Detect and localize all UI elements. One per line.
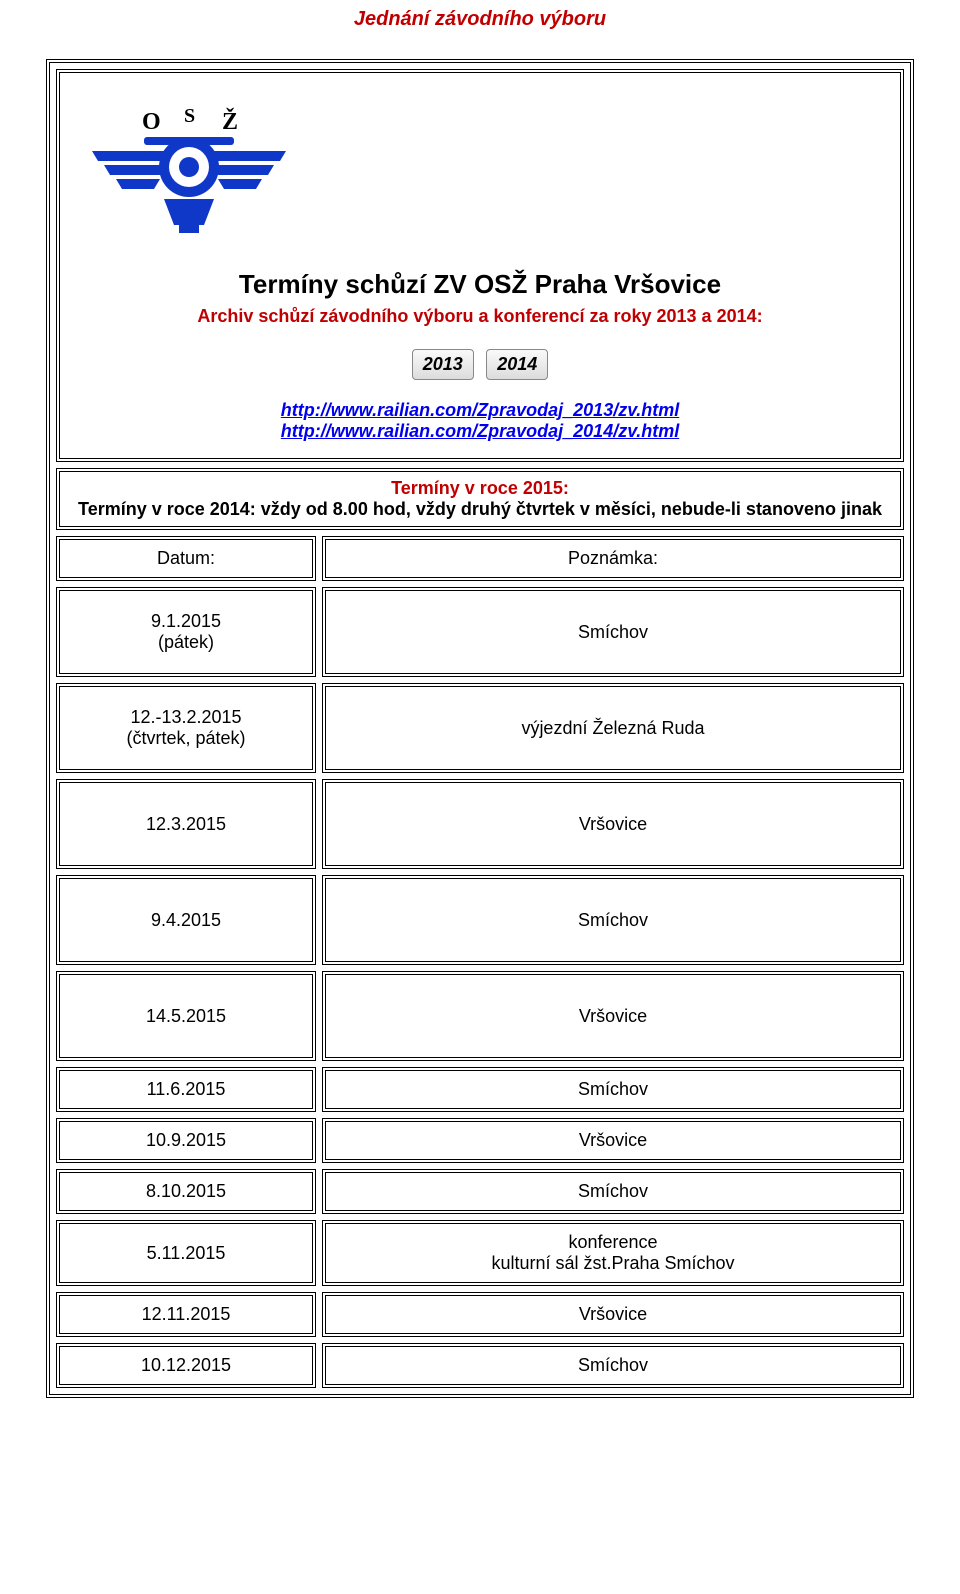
date-cell: 9.1.2015(pátek) (56, 587, 316, 677)
date-value: 10.12.2015 (141, 1355, 231, 1376)
date-value: 12.3.2015 (146, 814, 226, 835)
date-cell: 10.9.2015 (56, 1118, 316, 1163)
note-cell: Smíchov (322, 875, 904, 965)
note-cell: Vršovice (322, 779, 904, 869)
header-date: Datum: (56, 536, 316, 581)
year-2013-button[interactable]: 2013 (412, 349, 474, 380)
table-row: 11.6.2015 Smíchov (56, 1067, 904, 1112)
date-cell: 8.10.2015 (56, 1169, 316, 1214)
logo-letter-o: O (142, 109, 161, 135)
table-row: 9.4.2015 Smíchov (56, 875, 904, 965)
link-2013[interactable]: http://www.railian.com/Zpravodaj_2013/zv… (281, 400, 679, 420)
note-cell: Smíchov (322, 1067, 904, 1112)
table-row: 9.1.2015(pátek)Smíchov (56, 587, 904, 677)
note-cell: Smíchov (322, 1343, 904, 1388)
date-value: 11.6.2015 (147, 1079, 226, 1100)
table-header-row: Datum: Poznámka: (56, 536, 904, 581)
table-row: 12.11.2015 Vršovice (56, 1292, 904, 1337)
date-value: 12.-13.2.2015 (130, 707, 241, 728)
header-block: O S Ž Termíny schůzí ZV OSŽ Praha Vršovi… (56, 69, 904, 462)
archive-links: http://www.railian.com/Zpravodaj_2013/zv… (60, 400, 900, 442)
note-cell: Smíchov (322, 1169, 904, 1214)
date-value: 12.11.2015 (142, 1304, 231, 1325)
date-cell: 12.-13.2.2015(čtvrtek, pátek) (56, 683, 316, 773)
main-container: O S Ž Termíny schůzí ZV OSŽ Praha Vršovi… (46, 59, 914, 1398)
date-value: 9.1.2015 (151, 611, 221, 632)
table-row: 10.12.2015 Smíchov (56, 1343, 904, 1388)
header-note: Poznámka: (322, 536, 904, 581)
note-cell: Smíchov (322, 587, 904, 677)
date-cell: 12.11.2015 (56, 1292, 316, 1337)
date-sub: (čtvrtek, pátek) (126, 728, 245, 749)
note-cell: Vršovice (322, 1292, 904, 1337)
note-cell: výjezdní Železná Ruda (322, 683, 904, 773)
subheader-block: Termíny v roce 2015: Termíny v roce 2014… (56, 468, 904, 530)
logo-letter-z: Ž (222, 108, 238, 135)
year-2014-button[interactable]: 2014 (486, 349, 548, 380)
table-row: 10.9.2015 Vršovice (56, 1118, 904, 1163)
logo-letter-s: S (184, 107, 195, 127)
subheader-line2: Termíny v roce 2014: vždy od 8.00 hod, v… (70, 499, 890, 520)
date-value: 14.5.2015 (146, 1006, 226, 1027)
date-value: 9.4.2015 (151, 910, 221, 931)
note-line: konference (568, 1232, 657, 1253)
date-cell: 5.11.2015 (56, 1220, 316, 1286)
table-row: 12.3.2015 Vršovice (56, 779, 904, 869)
date-value: 5.11.2015 (147, 1243, 226, 1264)
date-sub: (pátek) (158, 632, 214, 653)
date-cell: 10.12.2015 (56, 1343, 316, 1388)
table-row: 8.10.2015 Smíchov (56, 1169, 904, 1214)
archive-line: Archiv schůzí závodního výboru a konfere… (60, 306, 900, 327)
subheader-line1: Termíny v roce 2015: (70, 478, 890, 499)
note-cell: Vršovice (322, 1118, 904, 1163)
note-cell: konferencekulturní sál žst.Praha Smíchov (322, 1220, 904, 1286)
link-2014[interactable]: http://www.railian.com/Zpravodaj_2014/zv… (281, 421, 679, 441)
date-value: 10.9.2015 (146, 1130, 226, 1151)
table-row: 14.5.2015 Vršovice (56, 971, 904, 1061)
note-cell: Vršovice (322, 971, 904, 1061)
date-cell: 14.5.2015 (56, 971, 316, 1061)
date-cell: 11.6.2015 (56, 1067, 316, 1112)
main-heading: Termíny schůzí ZV OSŽ Praha Vršovice (60, 269, 900, 300)
date-value: 8.10.2015 (146, 1181, 226, 1202)
table-row: 5.11.2015 konferencekulturní sál žst.Prah… (56, 1220, 904, 1286)
table-row: 12.-13.2.2015(čtvrtek, pátek)výjezdní Že… (56, 683, 904, 773)
date-cell: 12.3.2015 (56, 779, 316, 869)
page-title: Jednání závodního výboru (46, 8, 914, 31)
logo: O S Ž (60, 73, 900, 267)
date-cell: 9.4.2015 (56, 875, 316, 965)
note-line: kulturní sál žst.Praha Smíchov (491, 1253, 734, 1274)
osz-logo-icon: O S Ž (84, 107, 294, 247)
year-buttons: 2013 2014 (60, 349, 900, 380)
